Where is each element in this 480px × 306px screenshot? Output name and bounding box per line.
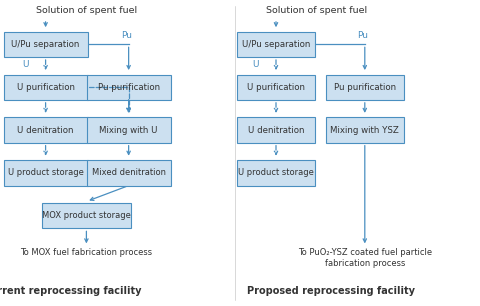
Text: To PuO₂-YSZ coated fuel particle: To PuO₂-YSZ coated fuel particle	[298, 248, 432, 257]
Text: U: U	[252, 60, 259, 69]
Text: Mixed denitration: Mixed denitration	[92, 168, 166, 177]
Text: U product storage: U product storage	[238, 168, 314, 177]
FancyBboxPatch shape	[326, 118, 404, 143]
FancyBboxPatch shape	[4, 75, 87, 100]
Text: Solution of spent fuel: Solution of spent fuel	[36, 6, 137, 15]
Text: Mixing with YSZ: Mixing with YSZ	[330, 125, 399, 135]
FancyBboxPatch shape	[237, 118, 315, 143]
FancyBboxPatch shape	[237, 75, 315, 100]
Text: MOX product storage: MOX product storage	[42, 211, 131, 220]
Text: Pu: Pu	[121, 31, 132, 40]
FancyBboxPatch shape	[42, 203, 131, 228]
Text: U/Pu separation: U/Pu separation	[242, 40, 310, 49]
Text: Pu purification: Pu purification	[334, 83, 396, 92]
FancyBboxPatch shape	[4, 32, 87, 57]
Text: Solution of spent fuel: Solution of spent fuel	[266, 6, 368, 15]
Text: U denitration: U denitration	[248, 125, 304, 135]
FancyBboxPatch shape	[87, 118, 171, 143]
Text: Proposed reprocessing facility: Proposed reprocessing facility	[247, 286, 415, 296]
Text: U/Pu separation: U/Pu separation	[12, 40, 80, 49]
FancyBboxPatch shape	[326, 75, 404, 100]
Text: fabrication process: fabrication process	[324, 259, 405, 268]
Text: Current reprocessing facility: Current reprocessing facility	[0, 286, 142, 296]
Text: U: U	[22, 60, 29, 69]
Text: U purification: U purification	[17, 83, 74, 92]
Text: Pu purification: Pu purification	[97, 83, 160, 92]
Text: Mixing with U: Mixing with U	[99, 125, 158, 135]
FancyBboxPatch shape	[4, 118, 87, 143]
Text: U purification: U purification	[247, 83, 305, 92]
FancyBboxPatch shape	[237, 160, 315, 185]
Text: Pu: Pu	[358, 31, 369, 40]
Text: To MOX fuel fabrication process: To MOX fuel fabrication process	[20, 248, 153, 257]
Text: U product storage: U product storage	[8, 168, 84, 177]
Text: U denitration: U denitration	[17, 125, 74, 135]
FancyBboxPatch shape	[237, 32, 315, 57]
FancyBboxPatch shape	[87, 160, 171, 185]
FancyBboxPatch shape	[87, 75, 171, 100]
FancyBboxPatch shape	[4, 160, 87, 185]
